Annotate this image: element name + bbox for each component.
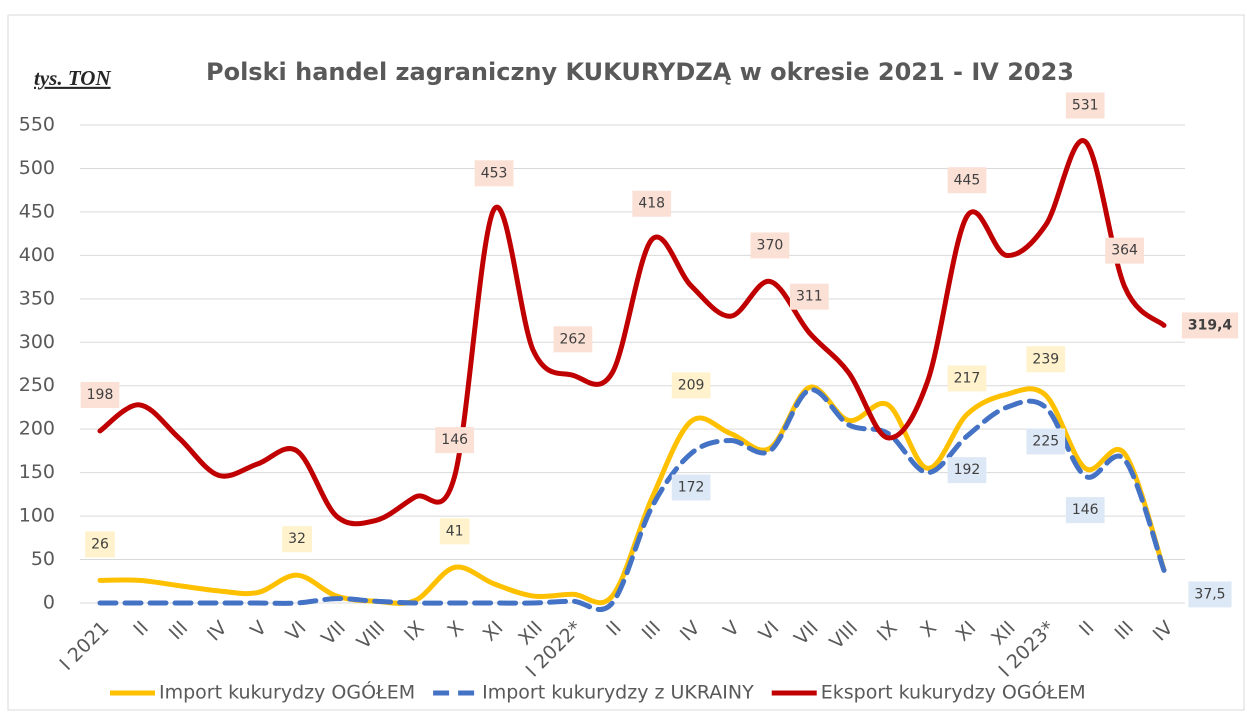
chart-title: Polski handel zagraniczny KUKURYDZĄ w ok… bbox=[206, 58, 1074, 86]
data-label-box bbox=[671, 474, 711, 501]
data-label: 146 bbox=[435, 427, 475, 454]
data-label-box bbox=[947, 365, 987, 392]
data-label: 311 bbox=[789, 283, 829, 310]
data-label-box bbox=[1188, 581, 1232, 608]
data-label-box bbox=[435, 427, 475, 454]
data-label-text: 531 bbox=[1072, 98, 1099, 114]
data-label-text: 453 bbox=[481, 165, 508, 181]
data-label: 370 bbox=[750, 232, 790, 259]
data-label: 418 bbox=[632, 190, 672, 217]
y-axis-label: tys. TON bbox=[34, 66, 111, 90]
data-label-text: 146 bbox=[441, 432, 468, 448]
legend-label: Import kukurydzy z UKRAINY bbox=[482, 682, 754, 704]
data-label-text: 41 bbox=[446, 523, 464, 539]
y-tick-label: 350 bbox=[19, 287, 55, 309]
data-label: 172 bbox=[671, 474, 711, 501]
data-label-text: 217 bbox=[954, 370, 981, 386]
data-label-text: 311 bbox=[796, 289, 823, 305]
y-tick-label: 200 bbox=[19, 418, 55, 440]
data-label: 37,5 bbox=[1188, 581, 1232, 608]
legend-label: Eksport kukurydzy OGÓŁEM bbox=[821, 680, 1086, 704]
data-label: 146 bbox=[1065, 497, 1105, 524]
data-label-text: 37,5 bbox=[1194, 586, 1225, 602]
data-label: 225 bbox=[1026, 428, 1066, 455]
series-line bbox=[97, 384, 1167, 606]
y-tick-label: 550 bbox=[19, 114, 55, 136]
y-tick-label: 500 bbox=[19, 157, 55, 179]
data-label-box bbox=[474, 160, 514, 187]
data-label: 217 bbox=[947, 365, 987, 392]
data-label-box bbox=[1065, 497, 1105, 524]
data-label-text: 225 bbox=[1032, 433, 1059, 449]
data-label-box bbox=[1026, 346, 1066, 373]
y-tick-label: 50 bbox=[31, 548, 55, 570]
data-label: 41 bbox=[439, 518, 470, 545]
data-label-box bbox=[85, 531, 115, 558]
y-tick-label: 450 bbox=[19, 200, 55, 222]
data-label-box bbox=[947, 167, 987, 194]
data-label-text: 239 bbox=[1032, 351, 1059, 367]
data-label-box bbox=[789, 283, 829, 310]
y-tick-label: 150 bbox=[19, 461, 55, 483]
y-tick-label: 400 bbox=[19, 244, 55, 266]
data-label: 32 bbox=[282, 526, 312, 553]
data-label: 192 bbox=[947, 457, 987, 484]
data-label-text: 262 bbox=[560, 331, 587, 347]
data-label: 26 bbox=[85, 531, 115, 558]
series-line bbox=[97, 138, 1167, 527]
data-label: 364 bbox=[1105, 237, 1144, 264]
data-label-box bbox=[632, 190, 672, 217]
y-tick-label: 300 bbox=[19, 331, 55, 353]
legend-label: Import kukurydzy OGÓŁEM bbox=[159, 680, 415, 704]
data-label-text: 32 bbox=[288, 531, 306, 547]
data-label-box bbox=[553, 326, 593, 353]
data-label-box bbox=[439, 518, 470, 545]
data-label: 531 bbox=[1065, 92, 1105, 119]
data-label-text: 198 bbox=[87, 387, 114, 403]
data-label-text: 319,4 bbox=[1188, 317, 1233, 333]
y-tick-label: 0 bbox=[43, 592, 55, 614]
data-label: 239 bbox=[1026, 346, 1066, 373]
data-label-box bbox=[750, 232, 790, 259]
data-label-text: 364 bbox=[1111, 243, 1138, 259]
data-label-box bbox=[671, 372, 711, 399]
data-label-text: 26 bbox=[91, 536, 109, 552]
data-label: 445 bbox=[947, 167, 987, 194]
data-label-text: 370 bbox=[757, 237, 784, 253]
data-label: 198 bbox=[80, 381, 120, 408]
data-label-text: 146 bbox=[1072, 502, 1099, 518]
data-label: 453 bbox=[474, 160, 514, 187]
data-label: 262 bbox=[553, 326, 593, 353]
data-label-box bbox=[947, 457, 987, 484]
data-label-text: 172 bbox=[678, 480, 705, 496]
data-label: 319,4 bbox=[1181, 312, 1239, 339]
series-line bbox=[97, 387, 1167, 612]
y-tick-label: 250 bbox=[19, 374, 55, 396]
data-label-box bbox=[1065, 92, 1105, 119]
data-label-text: 418 bbox=[638, 196, 665, 212]
data-label-text: 192 bbox=[954, 462, 981, 478]
data-label: 209 bbox=[671, 372, 711, 399]
data-label-box bbox=[282, 526, 312, 553]
data-label-box bbox=[1105, 237, 1144, 264]
data-label-box bbox=[1026, 428, 1066, 455]
data-label-text: 445 bbox=[954, 172, 981, 188]
data-label-box bbox=[1181, 312, 1239, 339]
data-label-text: 209 bbox=[678, 377, 705, 393]
data-label-box bbox=[80, 381, 120, 408]
y-tick-label: 100 bbox=[19, 505, 55, 527]
